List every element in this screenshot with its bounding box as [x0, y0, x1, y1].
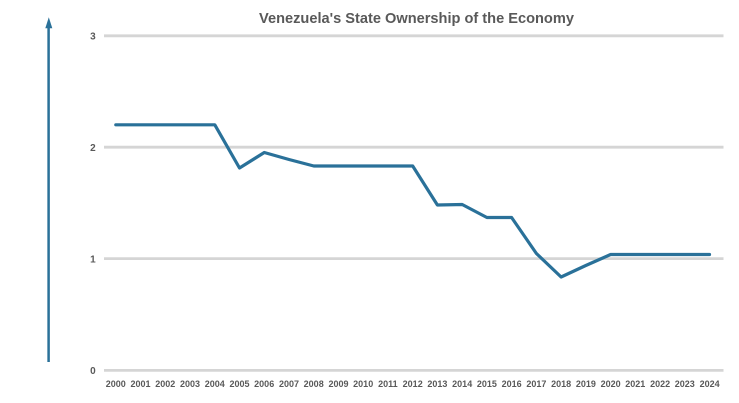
svg-text:2018: 2018 — [551, 379, 571, 389]
svg-text:2024: 2024 — [700, 379, 720, 389]
svg-text:2005: 2005 — [229, 379, 249, 389]
svg-text:2011: 2011 — [378, 379, 398, 389]
svg-text:2004: 2004 — [205, 379, 225, 389]
svg-text:2000: 2000 — [106, 379, 126, 389]
svg-text:2007: 2007 — [279, 379, 299, 389]
svg-text:2008: 2008 — [304, 379, 324, 389]
svg-text:2014: 2014 — [452, 379, 472, 389]
svg-text:2022: 2022 — [650, 379, 670, 389]
svg-text:Venezuela's State Ownership of: Venezuela's State Ownership of the Econo… — [259, 11, 575, 27]
svg-text:2015: 2015 — [477, 379, 497, 389]
svg-text:3: 3 — [90, 32, 96, 43]
svg-text:1: 1 — [90, 254, 96, 265]
svg-text:2: 2 — [90, 143, 96, 154]
svg-text:2012: 2012 — [403, 379, 423, 389]
svg-text:2020: 2020 — [601, 379, 621, 389]
svg-text:2023: 2023 — [675, 379, 695, 389]
svg-text:2019: 2019 — [576, 379, 596, 389]
svg-text:2001: 2001 — [130, 379, 150, 389]
svg-text:2006: 2006 — [254, 379, 274, 389]
svg-text:2017: 2017 — [526, 379, 546, 389]
svg-text:2021: 2021 — [625, 379, 645, 389]
svg-text:2010: 2010 — [353, 379, 373, 389]
svg-text:2002: 2002 — [155, 379, 175, 389]
svg-text:2009: 2009 — [328, 379, 348, 389]
svg-text:0: 0 — [90, 366, 96, 377]
svg-text:2016: 2016 — [502, 379, 522, 389]
svg-text:2003: 2003 — [180, 379, 200, 389]
svg-text:2013: 2013 — [427, 379, 447, 389]
